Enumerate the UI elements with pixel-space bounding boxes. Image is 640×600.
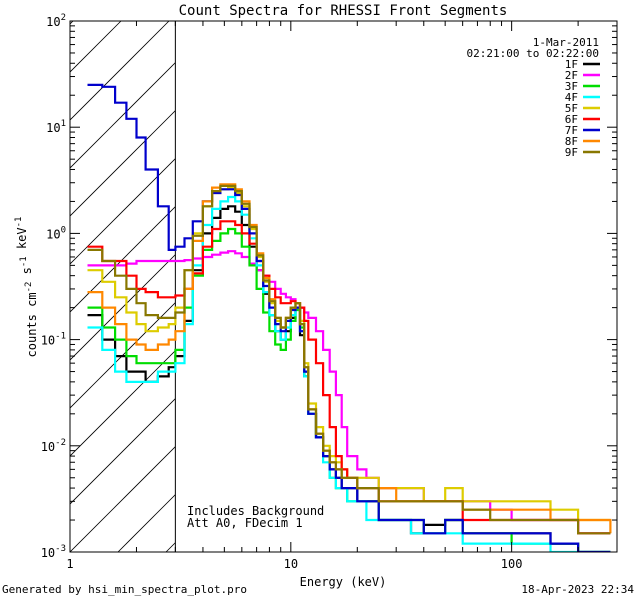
y-tick-label: 101 <box>46 119 66 135</box>
y-tick-label: 10-1 <box>41 332 66 348</box>
x-tick-label: 1 <box>66 557 73 571</box>
legend: 1-Mar-2011 02:21:00 to 02:22:00 1F2F3F4F… <box>467 36 600 159</box>
x-tick-label: 10 <box>284 557 298 571</box>
y-axis-label: counts cm-2 s-1 keV-1 <box>14 217 39 358</box>
annotation-attenuator: Att A0, FDecim 1 <box>187 516 303 530</box>
series-line-4F <box>87 195 611 552</box>
legend-label-4F: 4F <box>565 91 578 104</box>
hatch-line <box>70 21 74 25</box>
hatch-line <box>70 21 122 73</box>
plot-frame <box>69 20 618 553</box>
y-tick-label: 100 <box>46 225 66 241</box>
y-tick-label: 10-2 <box>41 438 66 454</box>
legend-label-9F: 9F <box>565 146 578 159</box>
series-line-7F <box>87 83 611 552</box>
y-tick-label: 102 <box>46 13 66 29</box>
hatch-line <box>70 21 170 121</box>
legend-label-8F: 8F <box>565 135 578 148</box>
chart-title: Count Spectra for RHESSI Front Segments <box>179 3 508 19</box>
shaded-region <box>0 21 617 552</box>
legend-label-3F: 3F <box>565 80 578 93</box>
legend-date: 1-Mar-2011 <box>533 36 599 49</box>
hatch-mask <box>175 21 617 552</box>
x-axis-label: Energy (keV) <box>300 575 387 589</box>
axis-ticks: 1 10 100 10-3 10-2 10-1 100 101 102 counts cm-2 s… <box>14 13 618 571</box>
legend-label-6F: 6F <box>565 113 578 126</box>
y-tick-label: 10-3 <box>41 544 66 560</box>
legend-label-2F: 2F <box>565 69 578 82</box>
series-line-9F <box>87 184 611 535</box>
footer-timestamp: 18-Apr-2023 22:34 <box>521 583 634 596</box>
legend-label-1F: 1F <box>565 58 578 71</box>
hatch-line <box>70 21 218 169</box>
legend-label-7F: 7F <box>565 124 578 137</box>
footer-generated-by: Generated by hsi_min_spectra_plot.pro <box>2 583 248 596</box>
legend-time-range: 02:21:00 to 02:22:00 <box>467 47 599 60</box>
legend-label-5F: 5F <box>565 102 578 115</box>
hatch-line <box>0 21 25 552</box>
x-tick-label: 100 <box>501 557 523 571</box>
series-layer <box>87 83 612 552</box>
annotation-background: Includes Background <box>187 504 324 518</box>
